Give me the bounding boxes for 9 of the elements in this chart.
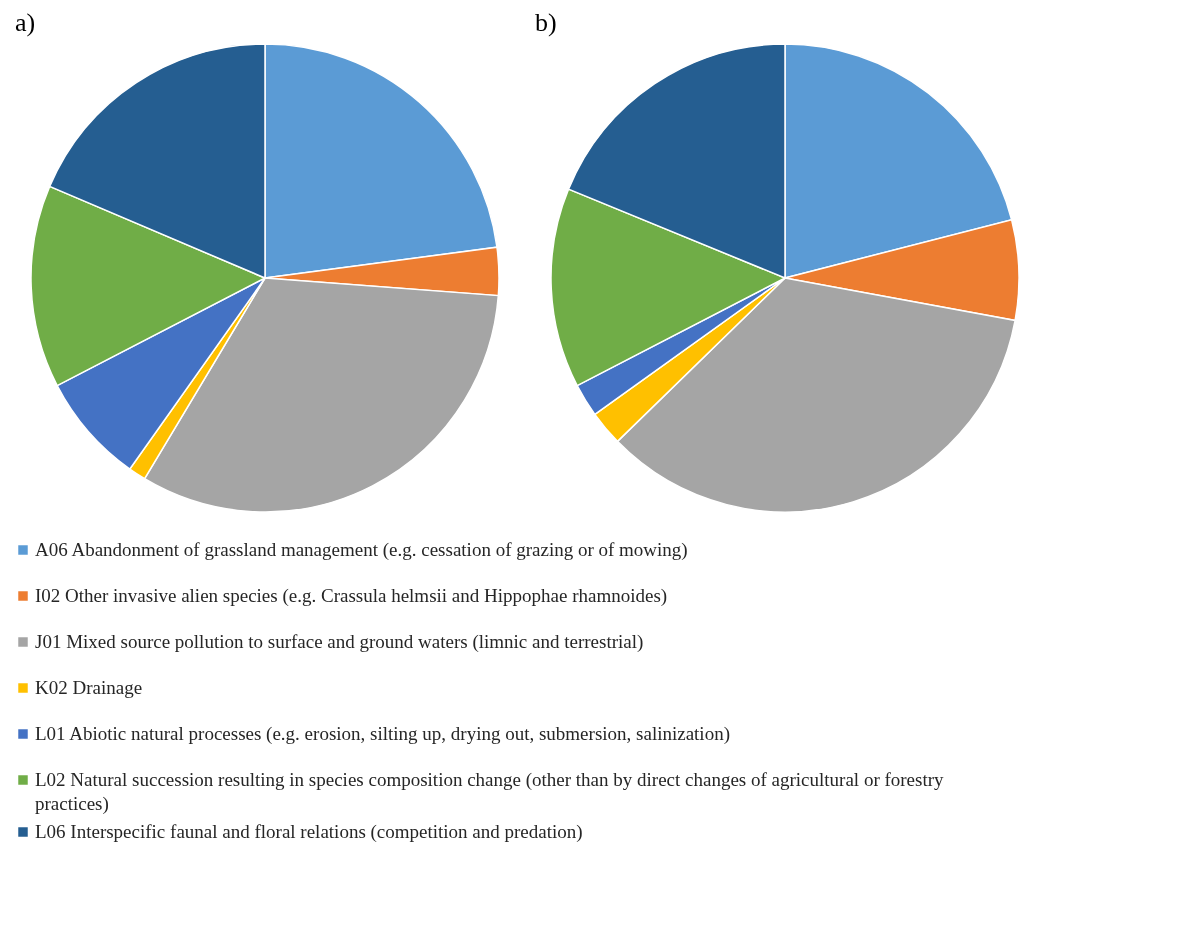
legend-label: A06 Abandonment of grassland management (e.g. cessation of grazing or of mowing) [35, 539, 688, 561]
legend-label: L02 Natural succession resulting in species composition change (other than by direct changes of agricultural or forestry practices) [35, 769, 945, 815]
legend-label: L01 Abiotic natural processes (e.g. erosion, silting up, drying out, submersion, salinization) [35, 723, 730, 745]
chart-title: b) [535, 8, 557, 37]
legend-label: L06 Interspecific faunal and floral relations (competition and predation) [35, 821, 583, 843]
legend-label: I02 Other invasive alien species (e.g. Crassula helmsii and Hippophae rhamnoides) [35, 585, 668, 607]
chart-title: a) [15, 8, 36, 37]
legend-label: K02 Drainage [35, 677, 143, 698]
legend-label: J01 Mixed source pollution to surface and ground waters (limnic and terrestrial) [35, 631, 644, 653]
